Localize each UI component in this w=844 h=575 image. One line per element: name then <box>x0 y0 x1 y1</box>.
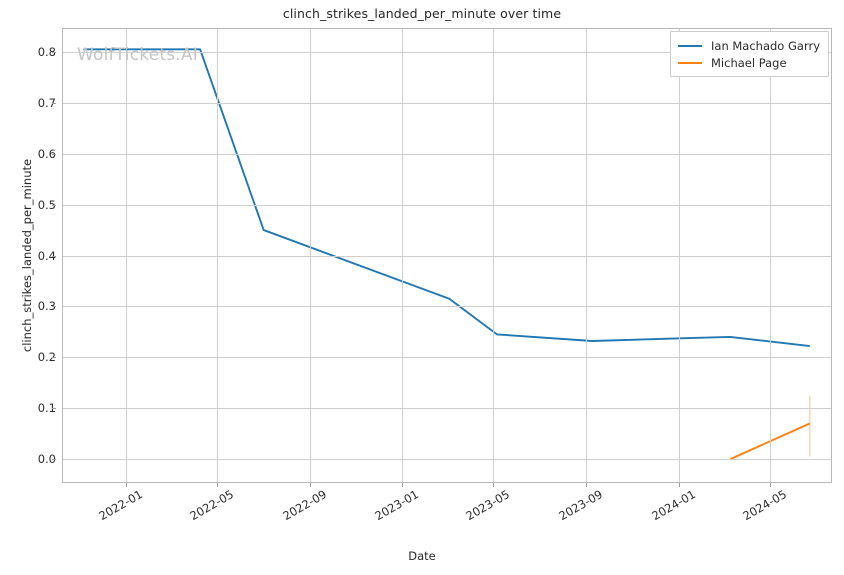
x-tick-label: 2023-09 <box>556 487 606 524</box>
y-tick-mark <box>52 102 56 104</box>
legend-item[interactable]: Michael Page <box>678 54 820 71</box>
gridline-horizontal <box>63 357 831 359</box>
y-tick-mark <box>52 153 56 155</box>
x-tick-mark <box>216 483 218 487</box>
x-tick-label: 2023-05 <box>463 487 513 524</box>
gridline-vertical <box>770 29 772 482</box>
y-tick-mark <box>52 408 56 410</box>
chart-legend[interactable]: Ian Machado Garry Michael Page <box>670 31 830 77</box>
x-tick-label: 2024-01 <box>649 487 698 524</box>
legend-label: Ian Machado Garry <box>711 38 821 53</box>
y-tick-label: 0.1 <box>37 401 56 416</box>
gridline-horizontal <box>63 306 831 308</box>
plot-area: WolfTickets.AI <box>62 28 832 483</box>
y-tick-label: 0.7 <box>37 95 56 110</box>
x-tick-label: 2024-05 <box>740 487 790 524</box>
x-axis-ticks: 2022-01 2022-05 2022-09 2023-01 2023-05 2023-… <box>62 483 832 553</box>
x-tick-label: 2022-05 <box>187 487 236 524</box>
y-tick-mark <box>52 51 56 53</box>
y-axis-label: clinch_strikes_landed_per_minute <box>20 158 34 353</box>
x-tick-label: 2022-01 <box>96 487 145 524</box>
gridline-horizontal <box>63 459 831 461</box>
y-tick-label: 0.4 <box>37 248 56 263</box>
legend-label: Michael Page <box>711 55 787 70</box>
gridline-vertical <box>678 29 680 482</box>
x-tick-label: 2022-09 <box>280 487 329 524</box>
gridline-horizontal <box>63 255 831 257</box>
y-tick-label: 0.2 <box>37 350 56 365</box>
gridline-horizontal <box>63 153 831 155</box>
gridline-horizontal <box>63 204 831 206</box>
y-tick-label: 0.6 <box>37 146 56 161</box>
x-tick-mark <box>678 483 680 487</box>
x-tick-label: 2023-01 <box>372 487 422 524</box>
y-tick-label: 0.8 <box>37 44 56 59</box>
x-axis-label: Date <box>408 549 436 563</box>
y-tick-label: 0.0 <box>37 452 56 467</box>
gridline-vertical <box>586 29 588 482</box>
x-tick-mark <box>402 483 404 487</box>
gridline-horizontal <box>63 51 831 53</box>
x-tick-mark <box>125 483 127 487</box>
series-line <box>729 422 811 460</box>
gridline-vertical <box>125 29 127 482</box>
y-tick-mark <box>52 357 56 359</box>
gridline-horizontal <box>63 408 831 410</box>
gridline-vertical <box>493 29 495 482</box>
data-lines <box>83 48 811 460</box>
y-tick-mark <box>52 255 56 257</box>
x-tick-mark <box>770 483 772 487</box>
series-line <box>83 48 810 348</box>
x-tick-mark <box>309 483 311 487</box>
legend-color-swatch <box>678 44 702 47</box>
gridline-horizontal <box>63 102 831 104</box>
y-tick-mark <box>52 204 56 206</box>
legend-color-swatch <box>678 61 702 64</box>
y-tick-label: 0.3 <box>37 299 56 314</box>
gridline-vertical <box>309 29 311 482</box>
plot-inner: WolfTickets.AI <box>63 29 831 482</box>
gridline-vertical <box>402 29 404 482</box>
x-tick-mark <box>586 483 588 487</box>
y-tick-label: 0.5 <box>37 197 56 212</box>
x-tick-mark <box>493 483 495 487</box>
chart-title: clinch_strikes_landed_per_minute over ti… <box>282 6 562 21</box>
y-axis-ticks: 0.0 0.1 0.2 0.3 0.4 0.5 0.6 0.7 0.8 <box>0 28 56 483</box>
legend-item[interactable]: Ian Machado Garry <box>678 37 820 54</box>
y-tick-mark <box>52 459 56 461</box>
gridline-vertical <box>216 29 218 482</box>
y-tick-mark <box>52 306 56 308</box>
